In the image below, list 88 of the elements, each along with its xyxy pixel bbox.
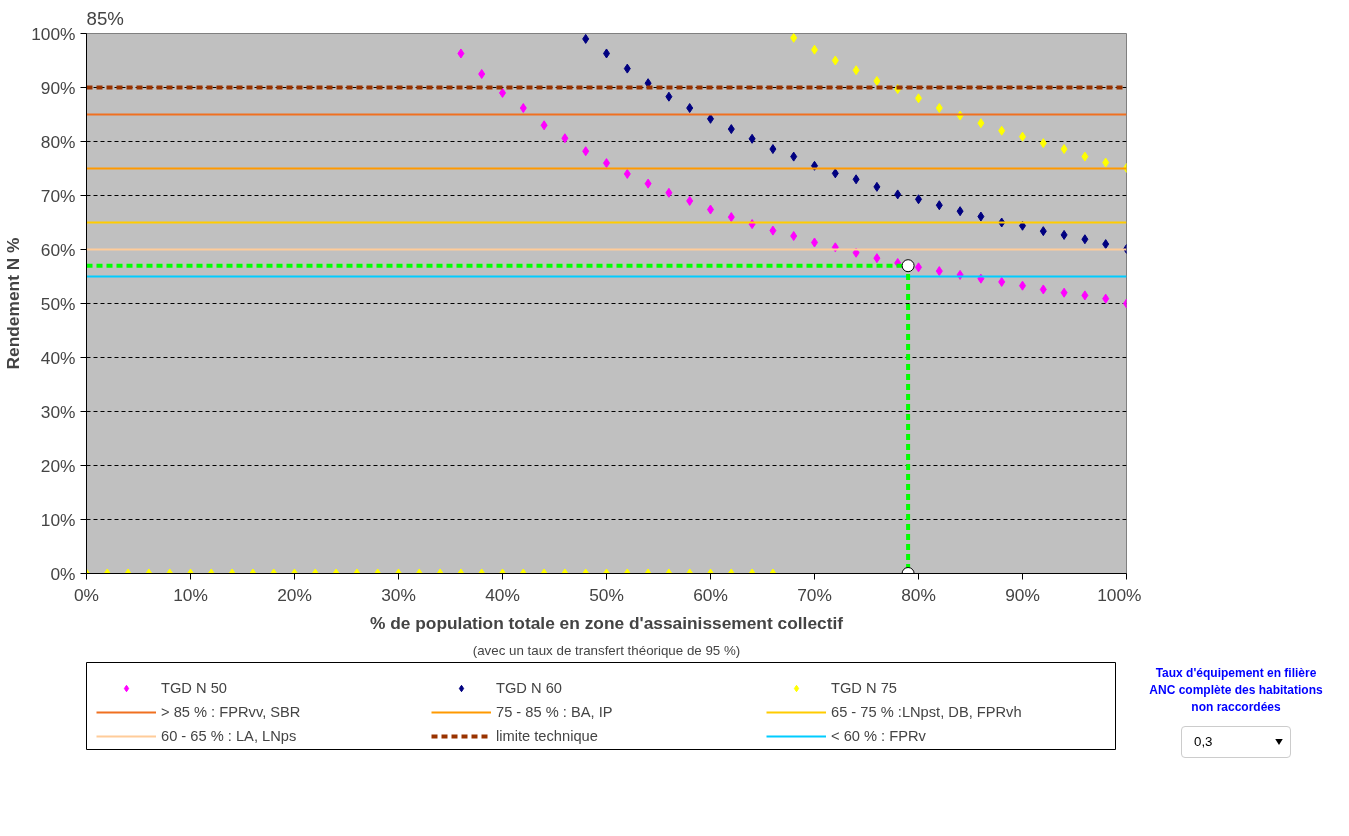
point <box>769 225 777 236</box>
point <box>582 146 590 157</box>
point <box>478 69 486 79</box>
point <box>956 206 964 217</box>
point <box>686 103 694 114</box>
point <box>998 276 1006 287</box>
point <box>1060 287 1068 298</box>
point <box>748 133 756 144</box>
legend-label: TGD N 50 <box>161 680 228 696</box>
y-axis-title: Rendement N % <box>3 237 24 370</box>
point <box>623 168 631 179</box>
point <box>1039 284 1047 295</box>
point <box>727 212 735 223</box>
point <box>623 63 631 74</box>
point <box>1102 157 1110 168</box>
y-tick-label: 30% <box>40 401 76 422</box>
point <box>561 133 569 144</box>
legend-label: TGD N 75 <box>831 680 898 696</box>
point <box>1039 138 1047 149</box>
x-tick-label: 30% <box>381 584 416 605</box>
point <box>901 259 915 273</box>
point <box>935 266 943 277</box>
point <box>1081 234 1089 245</box>
x-tick-label: 0% <box>73 584 100 605</box>
y-tick-label: 60% <box>40 239 76 260</box>
point <box>665 91 673 102</box>
point <box>873 76 881 87</box>
y-tick-label: 20% <box>40 455 76 476</box>
point <box>873 253 881 264</box>
y-tick-label: 50% <box>40 293 76 314</box>
point <box>790 33 798 43</box>
x-tick-label: 50% <box>589 584 624 605</box>
y-tick-label: 10% <box>40 509 76 530</box>
text: (avec un taux de transfert théorique de 95 %) <box>472 642 741 658</box>
point <box>894 189 902 200</box>
point <box>540 120 548 131</box>
legend-label: 65 - 75 % :LNpst, DB, FPRvh <box>831 704 1023 720</box>
point <box>1081 151 1089 162</box>
x-tick-label: 90% <box>1005 584 1040 605</box>
y-tick-label: 70% <box>40 185 76 206</box>
point <box>998 125 1006 136</box>
point <box>852 65 860 76</box>
legend-label: 60 - 65 % : LA, LNps <box>161 728 298 744</box>
legend-label: > 85 % : FPRvv, SBR <box>161 704 302 720</box>
point <box>457 48 465 59</box>
x-tick-label: 80% <box>901 584 936 605</box>
point <box>644 178 652 189</box>
legend-label: limite technique <box>496 728 599 744</box>
x-tick-label: 20% <box>277 584 312 605</box>
y-tick-label: 0% <box>50 563 76 584</box>
point <box>831 55 839 66</box>
point <box>1102 293 1110 304</box>
point <box>831 168 839 179</box>
x-tick-label: 40% <box>485 584 520 605</box>
point <box>935 103 943 114</box>
point <box>790 231 798 241</box>
y-tick-label: 80% <box>40 131 76 152</box>
legend-label: TGD N 60 <box>496 680 563 696</box>
point <box>873 181 881 192</box>
point <box>1081 290 1089 301</box>
point <box>1060 229 1068 240</box>
point <box>686 195 694 206</box>
point <box>1039 226 1047 237</box>
x-tick-label: 70% <box>797 584 832 605</box>
legend-label: < 60 % : FPRv <box>831 728 927 744</box>
point <box>582 33 590 44</box>
legend-label: 75 - 85 % : BA, IP <box>496 704 614 720</box>
point <box>935 200 943 211</box>
x-tick-label: 10% <box>173 584 208 605</box>
point <box>519 103 527 114</box>
point <box>977 211 985 222</box>
point <box>665 187 673 198</box>
y-tick-label: 100% <box>31 23 76 44</box>
x-tick-label: 100% <box>1097 584 1142 605</box>
point <box>977 118 985 129</box>
x-tick-label: 60% <box>693 584 728 605</box>
text: 0,3 <box>1181 726 1291 758</box>
point <box>727 124 735 135</box>
y-tick-label: 90% <box>40 77 76 98</box>
point <box>852 174 860 185</box>
y-tick-label: 40% <box>40 347 76 368</box>
text: 85% <box>86 7 124 29</box>
point <box>1060 144 1068 155</box>
x-axis-title: % de population totale en zone d'assainissement collectif <box>369 612 844 633</box>
text: Taux d'équipement en filière ANC complète des habitations non raccordées <box>1148 665 1324 717</box>
point <box>1102 239 1110 250</box>
point <box>790 151 798 162</box>
point <box>769 144 777 155</box>
